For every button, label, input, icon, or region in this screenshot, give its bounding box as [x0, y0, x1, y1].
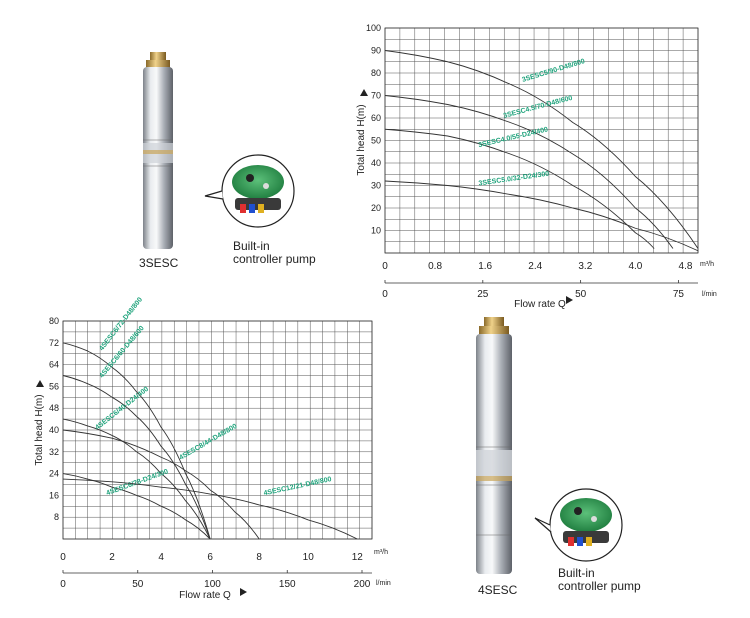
y-tick-label: 70: [371, 91, 381, 101]
series-line-3: [62, 418, 211, 540]
pump-4sesc-caption: 4SESC: [478, 583, 518, 597]
x-tick-label: 10: [303, 552, 315, 563]
series-line-4: [384, 180, 699, 252]
builtin-caption-2: Built-in controller pump: [558, 567, 641, 593]
x-tick-label: 4.0: [628, 261, 642, 272]
x2-tick-label: 50: [132, 579, 144, 590]
x2-tick-label: 50: [575, 289, 587, 300]
builtin-caption-1-line1: Built-in: [233, 239, 270, 253]
plot-grid: [62, 320, 373, 540]
series-line-1: [384, 50, 699, 249]
y-tick-label: 8: [54, 512, 59, 522]
y-tick-label: 10: [371, 226, 381, 236]
pump-3sesc-caption: 3SESC: [139, 256, 179, 270]
y-tick-label: 90: [371, 46, 381, 56]
builtin-caption-2-line2: controller pump: [558, 579, 641, 593]
y-tick-label: 30: [371, 181, 381, 191]
y-tick-label: 56: [49, 381, 59, 391]
x-tick-label: 2.4: [528, 261, 542, 272]
x-tick-label: 3.2: [578, 261, 592, 272]
x-axis-label: Flow rate Q: [179, 590, 231, 601]
series-label-2: 4SESC6/60-D48/600: [98, 325, 145, 380]
y-axis-label: Total head H(m): [356, 104, 367, 175]
y-axis-arrow: [36, 380, 44, 387]
y-tick-label: 48: [49, 403, 59, 413]
series-line-6: [62, 478, 358, 540]
plot-frame: [384, 27, 699, 254]
y-tick-label: 20: [371, 203, 381, 213]
x2-tick-label: 0: [60, 579, 66, 590]
series-line-1: [62, 342, 211, 540]
builtin-caption-2-line1: Built-in: [558, 566, 595, 580]
x-tick-label: 8: [256, 552, 262, 563]
series-line-2: [384, 95, 674, 249]
plot-grid: [384, 27, 699, 254]
series-line-4: [62, 473, 211, 540]
x-tick-label: 1.6: [478, 261, 492, 272]
y-tick-label: 40: [49, 425, 59, 435]
x2-tick-label: 100: [204, 579, 221, 590]
pump-4sesc-image: [476, 317, 512, 574]
y-tick-label: 100: [366, 23, 381, 33]
x-tick-label: 4.8: [679, 261, 693, 272]
series-line-3: [384, 128, 655, 249]
x2-tick-label: 200: [354, 579, 371, 590]
y-tick-label: 50: [371, 136, 381, 146]
x2-tick-label: 0: [382, 289, 388, 300]
y-tick-label: 72: [49, 338, 59, 348]
x-tick-label: 0.8: [428, 261, 442, 272]
builtin-caption-1: Built-in controller pump: [233, 240, 316, 266]
x2-unit-label: l/min: [702, 291, 717, 298]
x-tick-label: 4: [158, 552, 164, 563]
y-axis-label: Total head H(m): [34, 394, 45, 465]
x2-tick-label: 75: [673, 289, 685, 300]
y-tick-label: 80: [49, 316, 59, 326]
series-line-2: [62, 375, 211, 540]
y-tick-label: 40: [371, 158, 381, 168]
x2-tick-label: 25: [477, 289, 489, 300]
y-tick-label: 24: [49, 469, 59, 479]
y-tick-label: 80: [371, 68, 381, 78]
controller-board-image-1: [204, 154, 295, 228]
x-tick-label: 0: [60, 552, 66, 563]
y-tick-label: 32: [49, 447, 59, 457]
series-label-3: 4SESC6/40-D24/400: [94, 386, 150, 432]
x-tick-label: 2: [109, 552, 115, 563]
x2-tick-label: 150: [279, 579, 296, 590]
y-tick-label: 60: [371, 113, 381, 123]
x-unit-label: m³/h: [374, 549, 388, 556]
controller-board-image-2: [534, 488, 623, 562]
y-tick-label: 16: [49, 490, 59, 500]
builtin-caption-1-line2: controller pump: [233, 252, 316, 266]
series-label-5: 4SESC8/44-D48/800: [178, 423, 238, 462]
x-axis-arrow: [240, 588, 247, 596]
x-tick-label: 6: [207, 552, 213, 563]
x2-unit-label: l/min: [376, 580, 391, 587]
x-axis-label: Flow rate Q: [514, 299, 566, 310]
y-axis-arrow: [360, 89, 368, 96]
x-tick-label: 12: [352, 552, 364, 563]
series-line-5: [62, 429, 260, 540]
x-tick-label: 0: [382, 261, 388, 272]
y-tick-label: 64: [49, 360, 59, 370]
x-axis-arrow: [566, 296, 573, 304]
x-unit-label: m³/h: [700, 261, 714, 268]
pump-3sesc-image: [143, 52, 173, 249]
